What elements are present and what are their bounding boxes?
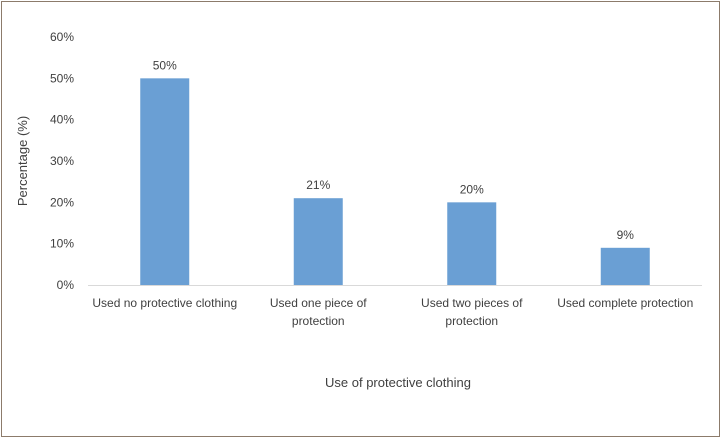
x-axis-categories: Used no protective clothing Used one piec… [92,296,693,328]
x-tick-label: Used no protective clothing [92,296,237,310]
y-axis-ticks: 0% 10% 20% 30% 40% 50% 60% [50,30,74,292]
x-tick-label: protection [445,314,498,328]
y-axis-title: Percentage (%) [15,116,30,206]
data-label: 21% [306,178,330,192]
y-tick-label: 50% [50,71,74,85]
y-tick-label: 20% [50,195,74,209]
bars [140,78,650,285]
data-label: 9% [617,228,635,242]
y-tick-label: 10% [50,237,74,251]
y-tick-label: 60% [50,30,74,44]
data-label: 20% [460,182,484,196]
x-tick-label: protection [292,314,345,328]
x-tick-label: Used one piece of [270,296,367,310]
y-tick-label: 30% [50,154,74,168]
data-label: 50% [153,58,177,72]
y-tick-label: 40% [50,113,74,127]
bar [447,202,497,285]
bar [600,247,650,285]
bar [293,198,343,285]
x-tick-label: Used two pieces of [421,296,523,310]
data-labels: 50% 21% 20% 9% [153,58,635,241]
y-tick-label: 0% [57,278,75,292]
x-axis-title: Use of protective clothing [325,375,471,390]
x-tick-label: Used complete protection [557,296,693,310]
bar [140,78,190,285]
